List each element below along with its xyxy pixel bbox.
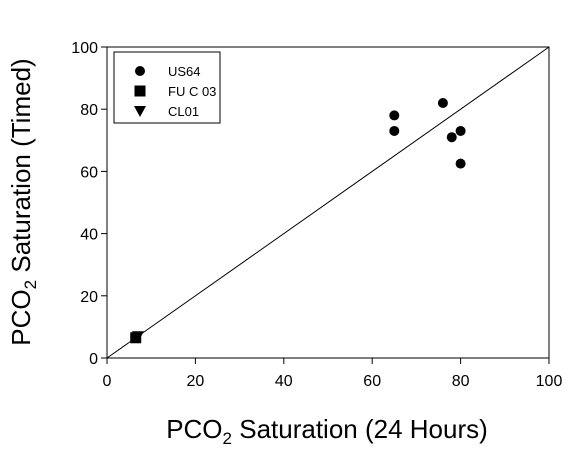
x-tick-label: 20 [187, 373, 205, 390]
y-tick-label: 60 [80, 164, 98, 181]
data-point [389, 125, 400, 136]
data-point [131, 331, 144, 343]
data-point [389, 110, 400, 121]
x-tick-label: 80 [452, 373, 470, 390]
legend-label: CL01 [168, 104, 199, 119]
plot-frame [106, 46, 550, 359]
y-axis: 0 20 40 60 80 100 [71, 40, 107, 368]
legend-marker [135, 66, 145, 76]
data-point [437, 97, 448, 108]
y-tick-label: 40 [80, 227, 98, 244]
y-tick-label: 20 [80, 289, 98, 306]
x-tick-label: 40 [275, 373, 293, 390]
data-point [455, 125, 466, 136]
x-tick-label: 60 [363, 373, 381, 390]
x-axis-title-prefix: PCO [166, 414, 222, 444]
y-axis-title-prefix: PCO [6, 289, 36, 345]
y-axis-title-subscript: 2 [21, 280, 40, 289]
legend-marker [134, 85, 146, 97]
y-tick-label: 80 [80, 102, 98, 119]
legend-marker [134, 106, 146, 117]
legend-label: FU C 03 [168, 84, 216, 99]
y-axis-title: PCO2 Saturation (Timed) [6, 58, 40, 345]
y-tick-label: 0 [89, 351, 98, 368]
legend-box [113, 51, 221, 124]
reference-line [106, 46, 550, 359]
y-axis-title-suffix: Saturation (Timed) [6, 58, 36, 280]
legend-label: US64 [168, 64, 201, 79]
data-points [130, 97, 466, 344]
y-tick-label: 100 [71, 40, 98, 57]
x-axis-title-subscript: 2 [223, 429, 232, 448]
data-point [455, 158, 466, 169]
x-axis-title: PCO2 Saturation (24 Hours) [166, 414, 488, 448]
legend: US64 FU C 03 CL01 [113, 51, 221, 124]
x-tick-label: 0 [103, 373, 112, 390]
data-point [446, 132, 457, 143]
plot-border [106, 46, 550, 359]
x-tick-label: 100 [536, 373, 563, 390]
x-axis-title-suffix: Saturation (24 Hours) [232, 414, 488, 444]
reference-line-layer [106, 46, 550, 359]
x-axis: 0 20 40 60 80 100 [103, 358, 563, 390]
